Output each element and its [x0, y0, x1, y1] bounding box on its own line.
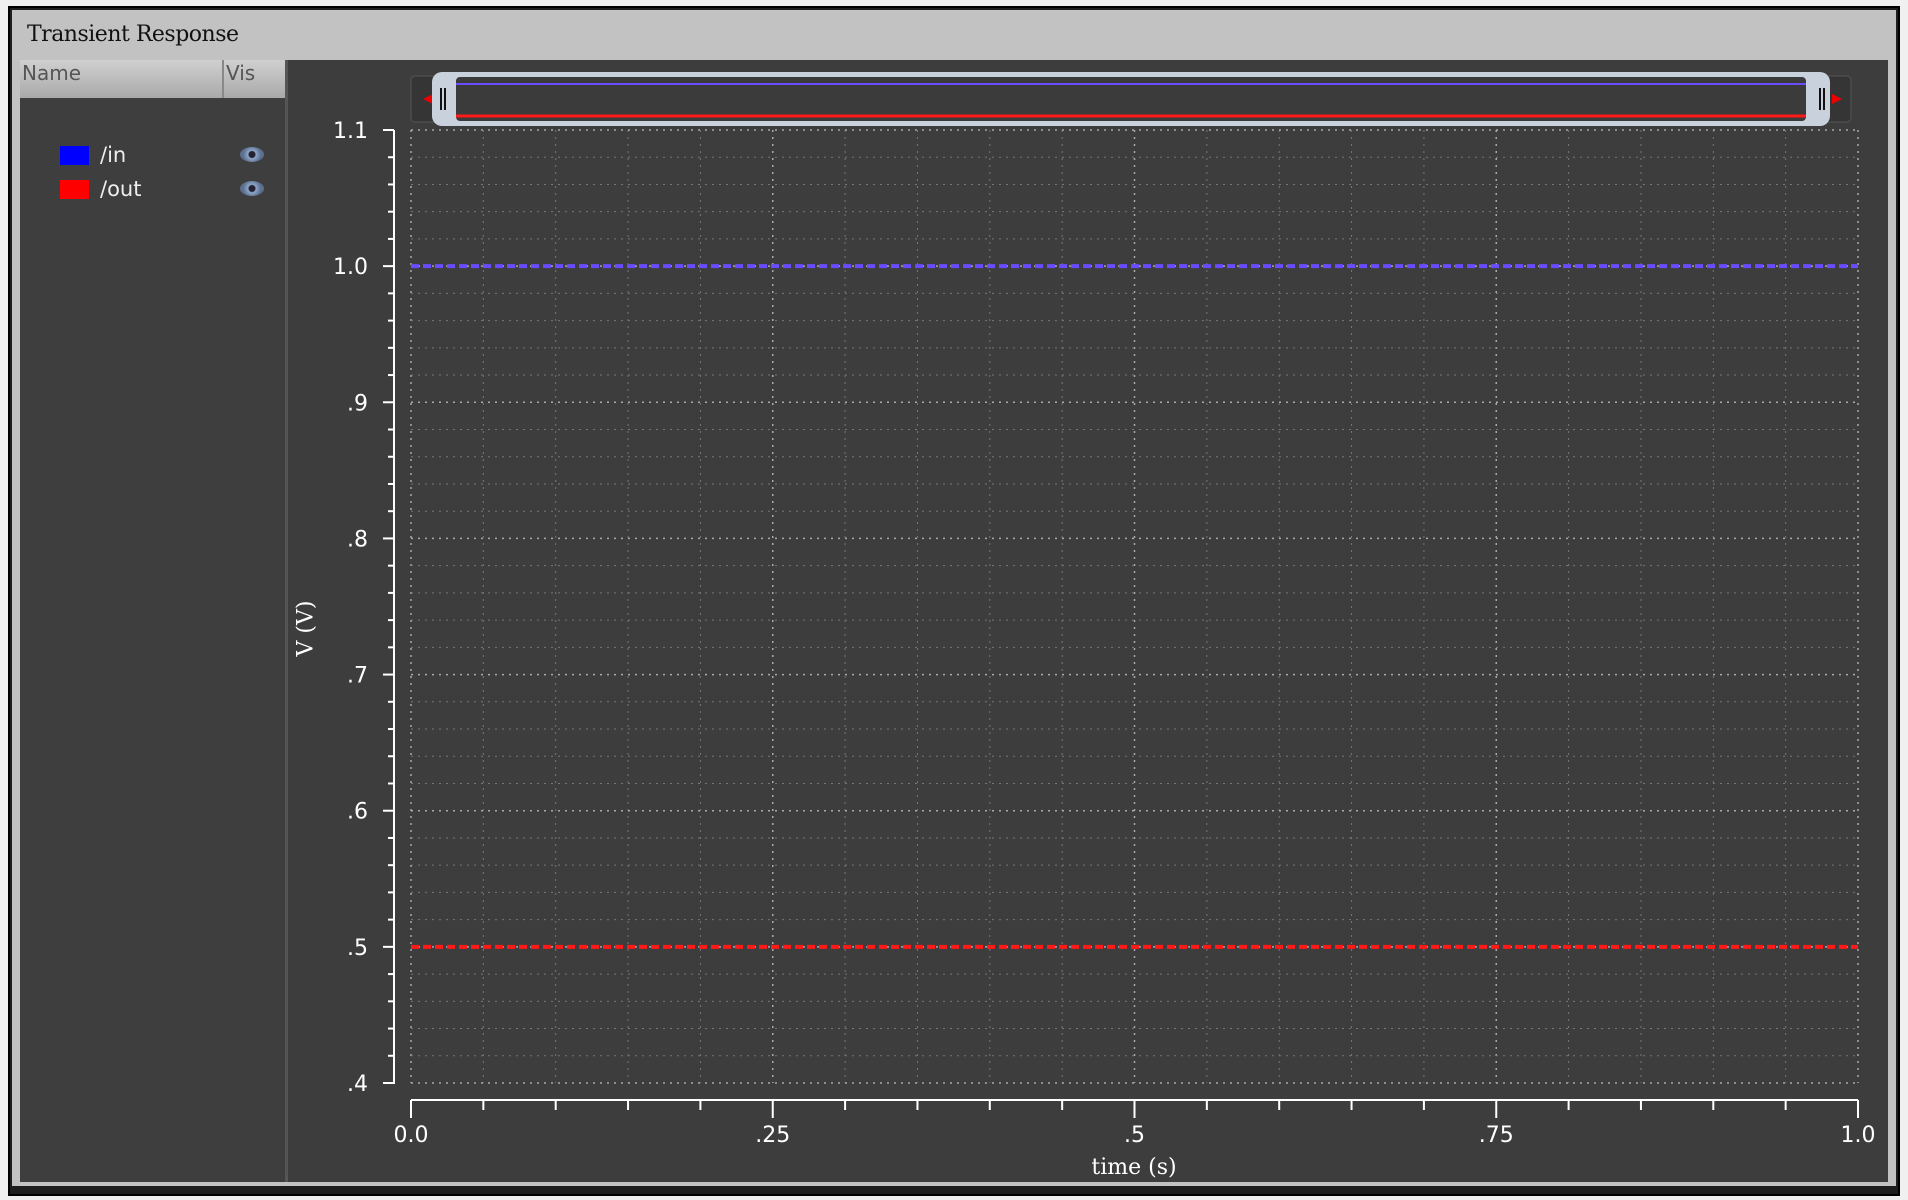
plot-area[interactable]: .4 .5 .6 .7 .8 .9 1.0 1.1 0.0 .25 .5 .75 1.0 V (V) t…	[288, 60, 1888, 1182]
scroll-left-icon[interactable]	[423, 94, 433, 104]
y-tick-label: 1.0	[333, 255, 368, 280]
signal-row-out[interactable]: /out	[20, 174, 285, 204]
y-tick-label: .4	[347, 1072, 368, 1097]
signal-label: /in	[100, 143, 127, 167]
chart-svg[interactable]: .4 .5 .6 .7 .8 .9 1.0 1.1 0.0 .25 .5 .75 1.0	[288, 60, 1888, 1182]
x-tick-label: 0.0	[394, 1123, 429, 1148]
y-axis-label: V (V)	[293, 600, 319, 657]
y-tick-label: .5	[347, 936, 368, 961]
window-title: Transient Response	[27, 22, 239, 47]
x-tick-label: .75	[1479, 1123, 1514, 1148]
color-swatch	[60, 146, 89, 165]
y-tick-label: .7	[347, 664, 368, 689]
signal-label: /out	[100, 177, 142, 201]
column-header-vis[interactable]: Vis	[226, 61, 256, 85]
y-tick-label: 1.1	[333, 119, 368, 144]
scroll-right-icon[interactable]	[1832, 94, 1842, 104]
signal-list-panel: Name Vis /in /out	[20, 60, 288, 1182]
y-tick-label: .6	[347, 800, 368, 825]
y-tick-label: .8	[347, 527, 368, 552]
eye-icon[interactable]	[240, 181, 264, 196]
eye-icon[interactable]	[240, 147, 264, 162]
overview-window	[456, 77, 1806, 121]
x-axis-label: time (s)	[1091, 1155, 1177, 1180]
column-header-name[interactable]: Name	[22, 60, 224, 98]
y-tick-label: .9	[347, 391, 368, 416]
x-tick-label: .5	[1124, 1123, 1145, 1148]
signal-row-in[interactable]: /in	[20, 140, 285, 170]
x-tick-label: .25	[755, 1123, 790, 1148]
x-tick-label: 1.0	[1841, 1123, 1876, 1148]
color-swatch	[60, 180, 89, 199]
transient-response-window: Transient Response Name Vis /in /out .4.…	[12, 10, 1896, 1186]
signal-list-header: Name Vis	[20, 60, 285, 98]
